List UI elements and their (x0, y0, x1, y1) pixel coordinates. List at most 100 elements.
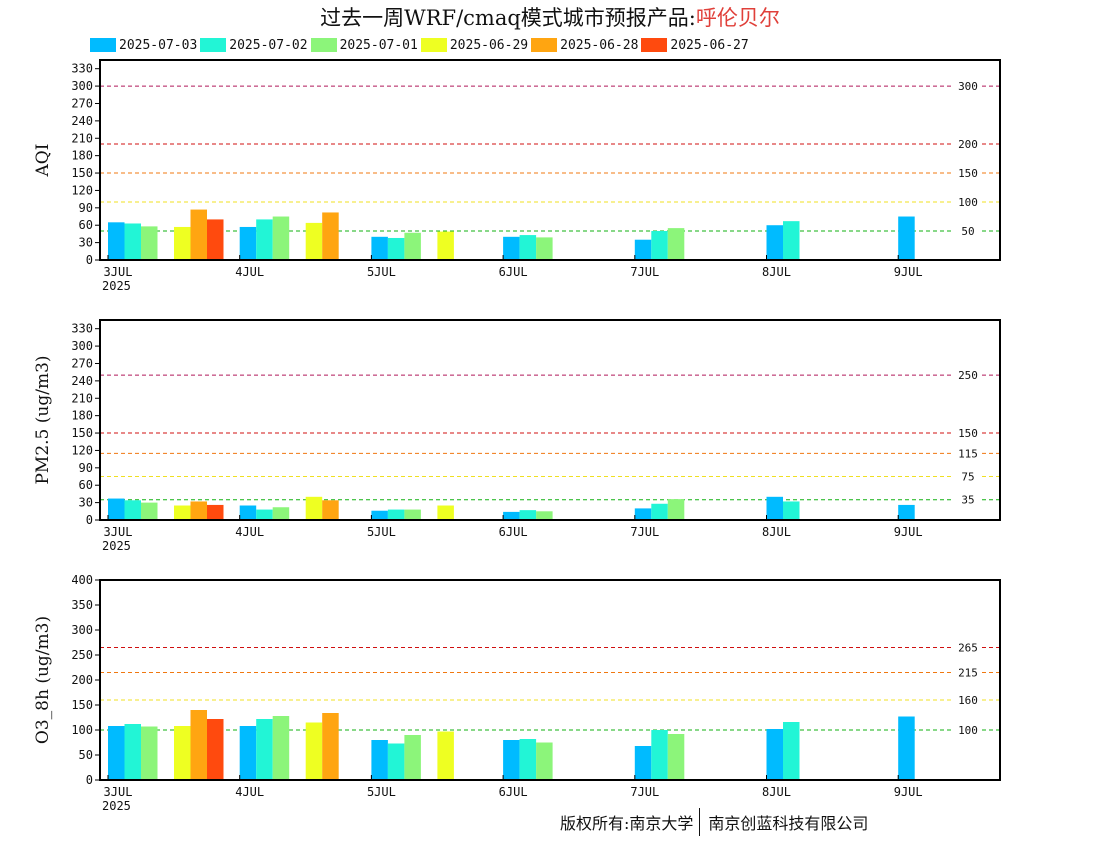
plot-frame (99, 319, 1001, 521)
bar (190, 501, 207, 520)
legend-swatch (641, 38, 668, 52)
bar (536, 511, 553, 520)
x-year-label: 2025 (102, 539, 131, 553)
copyright-footer: 版权所有:南京大学 南京创蓝科技有限公司 (560, 808, 868, 836)
x-tick-label: 6JUL (499, 785, 528, 799)
bar (305, 496, 323, 520)
x-tick-label: 8JUL (762, 265, 791, 279)
x-tick-label: 9JUL (894, 785, 923, 799)
bar (519, 510, 537, 520)
x-tick-label: 9JUL (894, 265, 923, 279)
bar (371, 510, 388, 520)
bar (190, 710, 207, 780)
bar (503, 236, 520, 260)
y-tick-label: 270 (71, 96, 93, 110)
reference-label: 300 (958, 80, 978, 93)
x-tick-label: 4JUL (235, 525, 264, 539)
bar (272, 716, 290, 780)
reference-label: 50 (961, 225, 974, 238)
footer-divider (699, 808, 701, 836)
legend-label: 2025-07-03 (119, 37, 198, 53)
y-tick-label: 150 (71, 426, 93, 440)
reference-label-bg (952, 447, 982, 460)
y-tick-label: 270 (71, 356, 93, 370)
bar (519, 739, 537, 780)
reference-label-bg (952, 641, 982, 654)
y-tick-label: 0 (86, 513, 93, 527)
bar (766, 225, 783, 260)
bar (783, 722, 800, 780)
bar (124, 724, 141, 780)
y-tick-label: 210 (71, 131, 93, 145)
reference-label-bg (952, 724, 982, 736)
bar (322, 500, 339, 520)
x-tick-label: 6JUL (499, 265, 528, 279)
legend-label: 2025-07-01 (339, 37, 418, 53)
y-tick-label: 180 (71, 149, 93, 163)
bar (651, 231, 668, 260)
legend-item: 2025-06-27 (641, 36, 749, 54)
bar (272, 216, 290, 260)
bar (124, 223, 141, 260)
bar (387, 743, 405, 780)
x-tick-label: 4JUL (235, 785, 264, 799)
x-tick-label: 4JUL (235, 265, 264, 279)
y-tick-label: 330 (71, 62, 93, 76)
legend-swatch (200, 38, 227, 52)
bar (766, 496, 783, 520)
bar (305, 722, 323, 780)
bar (634, 508, 652, 520)
y-tick-label: 300 (71, 339, 93, 353)
x-tick-label: 3JUL (104, 785, 133, 799)
reference-label-bg (952, 427, 982, 440)
chart-panel-2: 250 150 115 75 35 0 30 60 90 120 150 180 210 240 270 30… (33, 319, 1001, 553)
bar (256, 509, 273, 520)
bar (256, 719, 273, 780)
bar (141, 226, 158, 260)
chart-panel-1: 300 200 150 100 50 0 30 60 90 120 150 180 210 240 270 3… (33, 59, 1001, 293)
reference-label-bg (952, 138, 982, 151)
bar (667, 734, 685, 780)
reference-label-bg (952, 694, 982, 706)
bar (634, 746, 652, 780)
reference-label: 75 (961, 471, 974, 484)
y-tick-label: 30 (79, 496, 93, 510)
x-tick-label: 5JUL (367, 785, 396, 799)
bar (437, 231, 454, 260)
y-axis-label: PM2.5 (ug/m3) (33, 355, 53, 484)
reference-label: 35 (961, 494, 974, 507)
bar (174, 505, 191, 520)
bar (503, 511, 520, 520)
y-tick-label: 150 (71, 166, 93, 180)
legend-item: 2025-06-28 (531, 36, 638, 54)
legend: 2025-07-03 2025-07-02 2025-07-01 2025-06-29… (90, 36, 752, 54)
y-tick-label: 300 (71, 79, 93, 93)
y-tick-label: 90 (79, 461, 93, 475)
city-name: 呼伦贝尔 (695, 6, 780, 30)
y-tick-label: 240 (71, 114, 93, 128)
x-tick-label: 7JUL (630, 525, 659, 539)
x-tick-label: 5JUL (367, 265, 396, 279)
bar (536, 742, 553, 780)
x-tick-label: 8JUL (762, 785, 791, 799)
title-prefix: 过去一周WRF/cmaq模式城市预报产品: (320, 6, 696, 30)
y-tick-label: 180 (71, 409, 93, 423)
legend-label: 2025-07-02 (229, 37, 308, 53)
bar (898, 504, 915, 520)
bar (108, 726, 125, 780)
reference-label-bg (952, 196, 982, 209)
plot-frame (99, 59, 1001, 261)
legend-label: 2025-06-29 (449, 37, 529, 53)
bar (651, 730, 668, 780)
legend-swatch (90, 38, 116, 52)
y-tick-label: 60 (79, 218, 93, 232)
bar (322, 713, 339, 780)
y-axis-label: O3_8h (ug/m3) (33, 616, 53, 744)
y-tick-label: 50 (79, 748, 93, 762)
y-tick-label: 150 (71, 698, 93, 712)
y-tick-label: 240 (71, 374, 93, 388)
y-tick-label: 350 (71, 598, 93, 612)
bar (667, 499, 685, 520)
bar (503, 740, 520, 780)
